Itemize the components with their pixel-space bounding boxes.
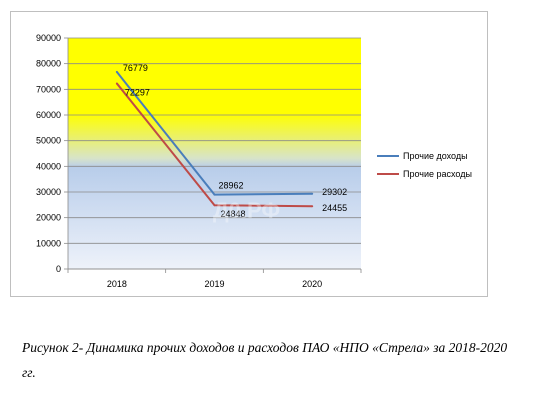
y-tick-label: 70000 [36,84,61,94]
data-point [115,82,118,85]
y-tick-label: 10000 [36,238,61,248]
svg-text:Д0.РФ: Д0.РФ [213,198,280,223]
data-label: 72297 [125,87,150,97]
legend-label-expenses: Прочие расходы [403,169,472,179]
x-tick-label: 2020 [302,279,322,289]
x-axis: 2018 2019 2020 [67,268,362,289]
legend-label-income: Прочие доходы [403,151,468,161]
data-label: 24848 [221,209,246,219]
legend-item-income: Прочие доходы [377,147,472,165]
data-labels: 76779 28962 29302 72297 24848 24455 [123,63,347,219]
data-point [213,204,216,207]
data-point [311,205,314,208]
data-label: 24455 [322,203,347,213]
x-tick-label: 2018 [107,279,127,289]
y-axis: 0 10000 20000 30000 40000 50000 60000 70000 8000… [36,33,69,274]
plot-area [68,38,361,269]
gridlines [68,37,361,270]
y-tick-label: 20000 [36,213,61,223]
data-point [311,192,314,195]
y-tick-label: 60000 [36,110,61,120]
y-tick-label: 0 [56,264,61,274]
legend-swatch-income [377,155,399,157]
y-tick-label: 30000 [36,187,61,197]
data-label: 29302 [322,187,347,197]
y-tick-label: 40000 [36,161,61,171]
data-label: 76779 [123,63,148,73]
y-tick-label: 90000 [36,33,61,43]
legend: Прочие доходы Прочие расходы [377,147,472,183]
legend-swatch-expenses [377,173,399,175]
figure-caption: Рисунок 2- Динамика прочих доходов и рас… [22,340,508,380]
y-tick-label: 80000 [36,59,61,69]
x-tick-label: 2019 [204,279,224,289]
legend-item-expenses: Прочие расходы [377,165,472,183]
data-point [213,193,216,196]
line-chart: 0 10000 20000 30000 40000 50000 60000 70000 8000… [36,33,362,289]
watermark-logo: Д0.РФ [213,198,280,223]
y-tick-label: 50000 [36,136,61,146]
series-group [115,70,314,208]
data-label: 28962 [219,181,244,191]
data-point [115,70,118,73]
